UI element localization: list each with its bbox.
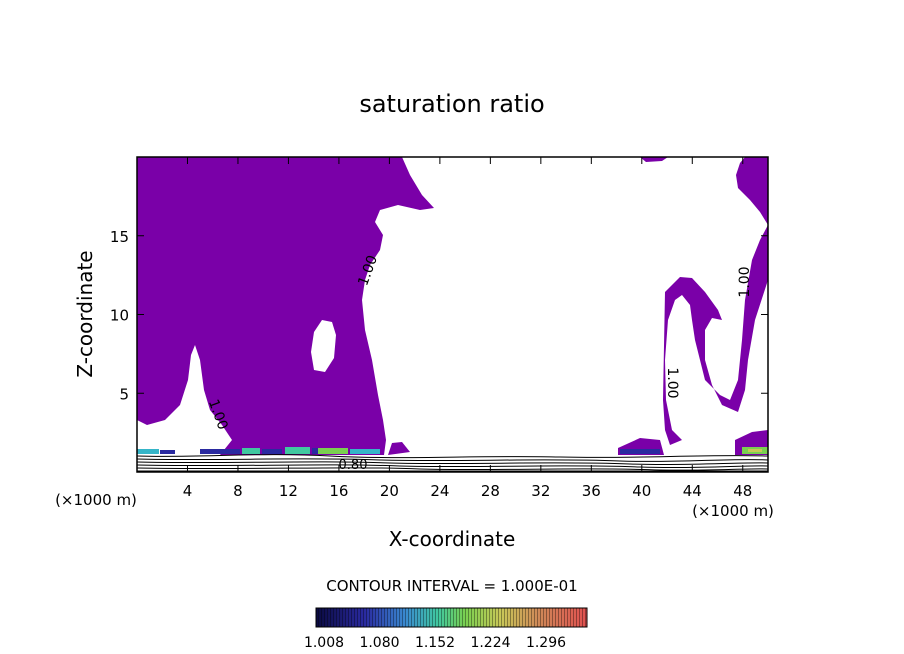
y-axis-ticks: 5 10 15 [110,228,768,403]
colorbar-tick-label: 1.008 [304,635,344,651]
x-tick-label: 32 [531,482,550,500]
x-unit-label-right: (×1000 m) [692,502,774,520]
colorbar-tick-label: 1.224 [470,635,510,651]
saturated-region-left [137,157,434,455]
plot-area: 1.00 1.00 1.00 1.00 0.80 [137,157,768,473]
x-tick-label: 4 [183,482,193,500]
y-tick-label: 15 [110,228,129,246]
contour-label: 0.80 [339,458,368,473]
colorbar-ticks: 1.008 1.080 1.152 1.224 1.296 [304,635,566,651]
saturated-patch-lower-mid [388,442,410,455]
x-tick-label: 40 [632,482,651,500]
surface-contour-lines [137,454,768,472]
x-tick-label: 28 [481,482,500,500]
x-tick-label: 20 [380,482,399,500]
y-tick-label: 10 [110,307,129,325]
x-tick-label: 44 [683,482,702,500]
contour-label: 1.00 [664,367,680,398]
saturated-region-right-top [736,157,768,225]
x-axis-label: X-coordinate [389,527,516,551]
surface-colored-band [137,447,768,454]
colorbar-stripes [316,608,587,627]
chart-title: saturation ratio [359,90,544,118]
colorbar-frame [315,607,588,628]
x-tick-label: 16 [329,482,348,500]
x-tick-label: 36 [582,482,601,500]
y-axis-label: Z-coordinate [73,250,97,377]
x-tick-label: 12 [279,482,298,500]
x-tick-label: 8 [233,482,243,500]
colorbar-tick-label: 1.152 [415,635,455,651]
saturated-region-right-arc [663,225,768,445]
y-tick-label: 5 [119,385,129,403]
colorbar-tick-label: 1.080 [359,635,399,651]
colorbar: 1.008 1.080 1.152 1.224 1.296 [304,607,588,651]
colorbar-tick-label: 1.296 [526,635,566,651]
saturated-patch-top [640,157,668,162]
x-axis-ticks: 4 8 12 16 20 24 28 32 36 40 44 48 [183,157,752,500]
unsaturated-wedge [137,345,232,455]
x-tick-label: 48 [733,482,752,500]
contour-interval-text: CONTOUR INTERVAL = 1.000E-01 [326,577,577,595]
x-unit-label-left: (×1000 m) [55,491,137,509]
x-tick-label: 24 [430,482,449,500]
contour-label: 1.00 [737,266,753,297]
unsaturated-hole [311,320,336,372]
